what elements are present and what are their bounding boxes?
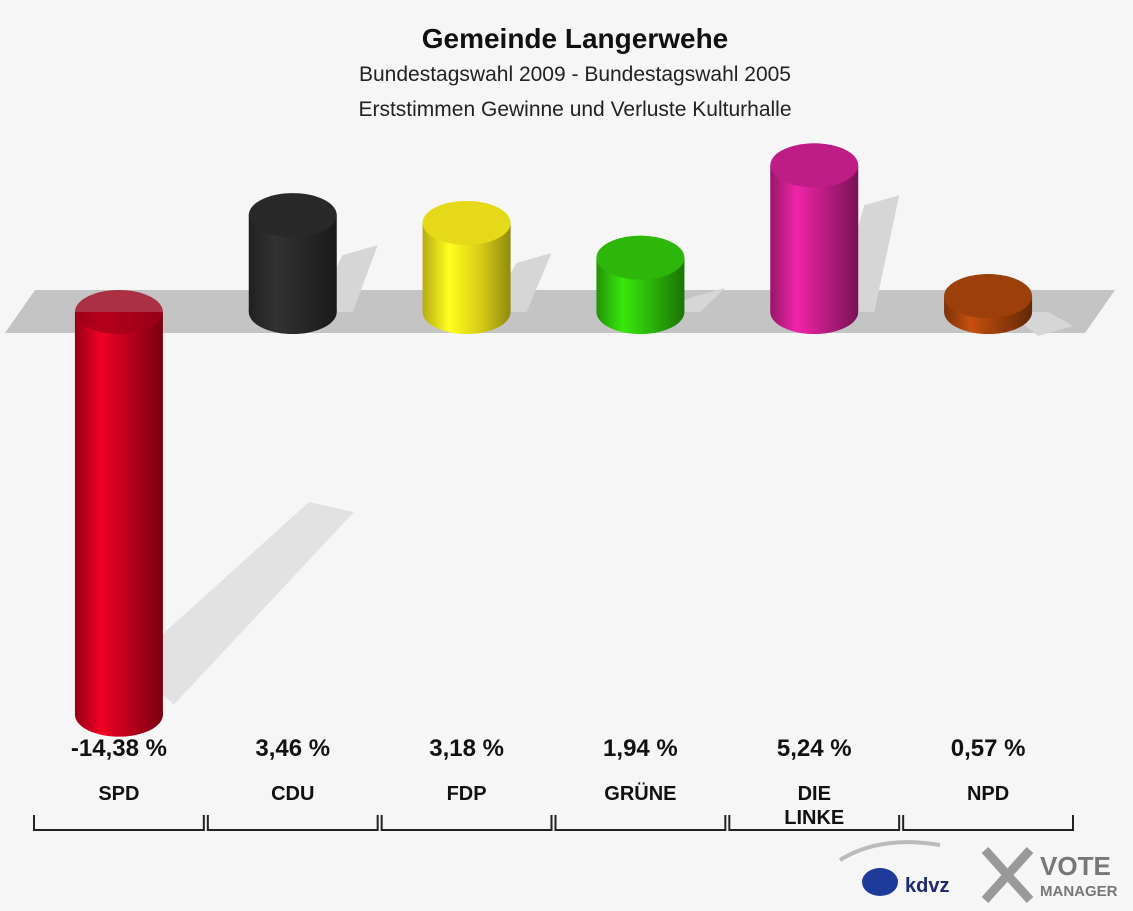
bar [248,193,337,334]
value-label: 3,18 % [429,735,504,762]
x-tick-label: SPD [98,783,140,805]
x-tick-label: DIE LINKE [784,783,845,829]
x-tick-label: FDP [446,783,487,805]
bar-shadow [128,502,354,705]
bar-top [74,290,163,334]
logo-text: VOTE [1040,851,1111,881]
bar [944,274,1033,334]
value-label: -14,38 % [70,735,167,762]
value-label: 5,24 % [776,735,852,762]
logo-text: kdvz [905,875,949,897]
logo: kdvz VOTE MANAGER [838,840,1118,904]
bar [596,235,685,334]
bar-top [596,235,685,280]
bar-body [74,312,163,715]
x-tick-label: CDU [271,783,315,805]
x-tick-label: GRÜNE [604,783,677,805]
logo-swoosh [838,840,941,862]
bar-top [422,200,511,245]
category-bracket [554,815,727,831]
category-bracket [902,815,1074,831]
category-bracket [380,815,553,831]
logo-ball [862,868,898,896]
bar-top [770,143,859,188]
bar-top [248,193,337,238]
bar [422,200,511,334]
chart-subtitle: Erststimmen Gewinne und Verluste Kulturh… [358,98,791,121]
chart-subtitle: Bundestagswahl 2009 - Bundestagswahl 200… [359,63,791,86]
bar [770,143,859,334]
category-bracket [206,815,379,831]
category-bracket [33,815,205,831]
value-label: 3,46 % [255,735,331,762]
logo-cross [981,846,1034,904]
value-label: 1,94 % [603,735,678,762]
bar-body [770,165,859,312]
logo-text: MANAGER [1040,883,1118,900]
bar-top [944,274,1033,319]
x-tick-label: NPD [966,783,1010,805]
bar [74,290,163,737]
value-label: 0,57 % [950,735,1026,762]
category-bracket [728,815,901,831]
chart-title: Gemeinde Langerwehe [422,23,729,54]
